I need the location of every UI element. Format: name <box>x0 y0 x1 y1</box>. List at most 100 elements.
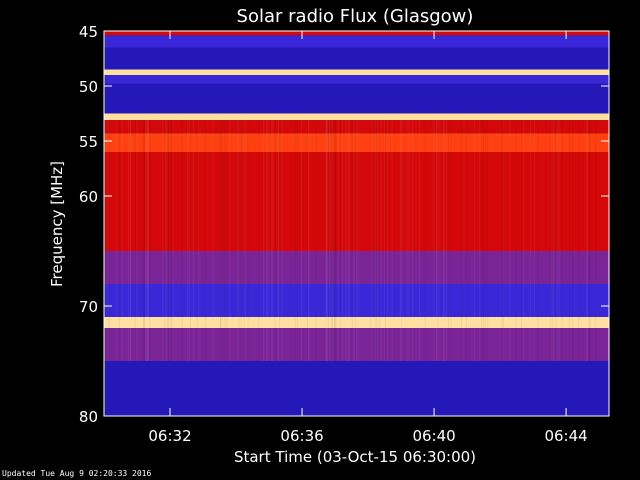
texture-column <box>481 120 483 361</box>
texture-column <box>267 120 269 361</box>
texture-column <box>294 120 296 361</box>
texture-column <box>325 120 327 361</box>
texture-column <box>445 120 447 361</box>
texture-column <box>387 120 389 361</box>
texture-column <box>239 120 241 361</box>
texture-column <box>351 120 353 361</box>
texture-column <box>479 120 481 361</box>
x-tick-label: 06:40 <box>412 427 455 445</box>
intensity-band <box>104 31 609 36</box>
texture-column <box>325 120 327 361</box>
texture-column <box>501 120 503 361</box>
texture-column <box>134 120 136 361</box>
texture-column <box>450 120 452 361</box>
intensity-band <box>104 133 609 152</box>
intensity-band <box>104 152 609 218</box>
texture-column <box>334 120 336 361</box>
texture-column <box>162 120 164 361</box>
texture-column <box>466 120 468 361</box>
texture-column <box>181 120 183 361</box>
texture-column <box>399 120 401 361</box>
texture-column <box>424 120 426 361</box>
texture-column <box>331 120 333 361</box>
texture-column <box>189 120 191 361</box>
texture-column <box>329 120 331 361</box>
texture-column <box>401 120 403 361</box>
texture-column <box>436 120 438 361</box>
texture-column <box>325 120 327 361</box>
texture-column <box>438 120 440 361</box>
texture-column <box>220 120 222 361</box>
texture-column <box>307 120 309 361</box>
intensity-band <box>104 284 609 317</box>
texture-column <box>484 120 486 361</box>
texture-column <box>108 120 110 361</box>
texture-column <box>130 120 132 361</box>
texture-column <box>168 120 170 361</box>
texture-column <box>370 120 372 361</box>
texture-column <box>376 120 378 361</box>
texture-column <box>171 120 173 361</box>
texture-column <box>341 120 343 361</box>
texture-column <box>326 120 328 361</box>
texture-column <box>243 120 245 361</box>
texture-column <box>523 120 525 361</box>
texture-column <box>243 120 245 361</box>
update-timestamp: Updated Tue Aug 9 02:20:33 2016 <box>2 469 152 478</box>
texture-column <box>212 120 214 361</box>
texture-column <box>220 120 222 361</box>
texture-column <box>220 120 222 361</box>
texture-column <box>258 120 260 361</box>
texture-column <box>337 120 339 361</box>
texture-column <box>370 120 372 361</box>
texture-column <box>572 120 574 361</box>
texture-column <box>375 120 377 361</box>
x-axis: 06:32 06:36 06:40 06:44 <box>148 31 588 445</box>
texture-column <box>129 120 131 361</box>
texture-column <box>586 120 588 361</box>
texture-column <box>334 120 336 361</box>
texture-column <box>461 120 463 361</box>
texture-column <box>412 120 414 361</box>
texture-column <box>240 120 242 361</box>
texture-column <box>537 120 539 361</box>
texture-column <box>190 120 192 361</box>
texture-column <box>347 120 349 361</box>
texture-column <box>146 120 148 361</box>
texture-column <box>588 120 590 361</box>
texture-column <box>503 120 505 361</box>
texture-column <box>529 120 531 361</box>
texture-column <box>509 120 511 361</box>
texture-column <box>379 120 381 361</box>
texture-column <box>487 120 489 361</box>
texture-column <box>118 120 120 361</box>
y-axis-label: Frequency [MHz] <box>48 161 66 287</box>
texture-column <box>166 120 168 361</box>
texture-column <box>107 120 109 361</box>
texture-column <box>419 120 421 361</box>
intensity-band <box>104 317 609 328</box>
intensity-band <box>104 83 609 114</box>
texture-column <box>551 120 553 361</box>
texture-column <box>391 120 393 361</box>
texture-column <box>327 120 329 361</box>
x-tick-label: 06:36 <box>280 427 323 445</box>
texture-column <box>561 120 563 361</box>
texture-column <box>136 120 138 361</box>
texture-column <box>345 120 347 361</box>
texture-column <box>380 120 382 361</box>
texture-column <box>297 120 299 361</box>
texture-column <box>578 120 580 361</box>
texture-column <box>164 120 166 361</box>
texture-column <box>121 120 123 361</box>
texture-column <box>357 120 359 361</box>
texture-column <box>555 120 557 361</box>
intensity-band <box>104 328 609 361</box>
texture-column <box>187 120 189 361</box>
y-tick-label: 80 <box>79 408 98 426</box>
x-tick-label: 06:32 <box>148 427 191 445</box>
texture-column <box>116 120 118 361</box>
texture-column <box>315 120 317 361</box>
texture-column <box>198 120 200 361</box>
texture-column <box>164 120 166 361</box>
